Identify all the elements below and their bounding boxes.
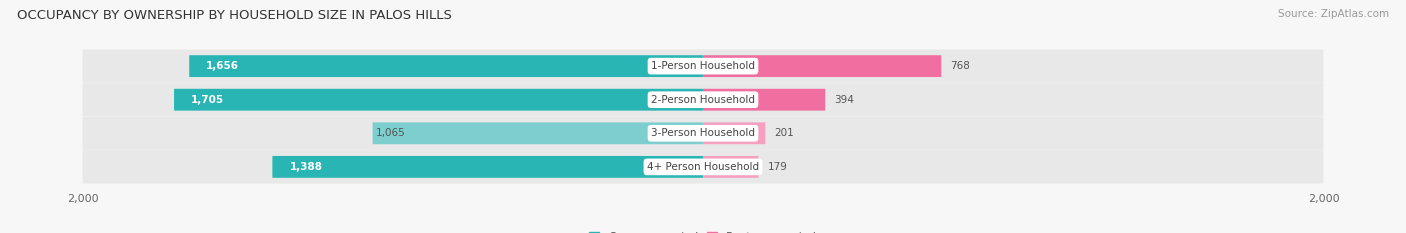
Text: 3-Person Household: 3-Person Household: [651, 128, 755, 138]
Text: OCCUPANCY BY OWNERSHIP BY HOUSEHOLD SIZE IN PALOS HILLS: OCCUPANCY BY OWNERSHIP BY HOUSEHOLD SIZE…: [17, 9, 451, 22]
FancyBboxPatch shape: [703, 122, 765, 144]
FancyBboxPatch shape: [174, 89, 703, 111]
Text: Source: ZipAtlas.com: Source: ZipAtlas.com: [1278, 9, 1389, 19]
Text: 1,705: 1,705: [191, 95, 224, 105]
FancyBboxPatch shape: [703, 89, 825, 111]
FancyBboxPatch shape: [703, 55, 941, 77]
Text: 768: 768: [950, 61, 970, 71]
Text: 2-Person Household: 2-Person Household: [651, 95, 755, 105]
Text: 394: 394: [835, 95, 855, 105]
FancyBboxPatch shape: [83, 83, 1323, 116]
FancyBboxPatch shape: [703, 156, 759, 178]
Text: 1,065: 1,065: [375, 128, 405, 138]
FancyBboxPatch shape: [83, 49, 1323, 83]
Text: 1-Person Household: 1-Person Household: [651, 61, 755, 71]
FancyBboxPatch shape: [273, 156, 703, 178]
Legend: Owner-occupied, Renter-occupied: Owner-occupied, Renter-occupied: [589, 232, 817, 233]
Text: 179: 179: [768, 162, 787, 172]
Text: 4+ Person Household: 4+ Person Household: [647, 162, 759, 172]
Text: 201: 201: [775, 128, 794, 138]
FancyBboxPatch shape: [190, 55, 703, 77]
FancyBboxPatch shape: [373, 122, 703, 144]
FancyBboxPatch shape: [83, 117, 1323, 150]
Text: 1,388: 1,388: [290, 162, 322, 172]
FancyBboxPatch shape: [83, 150, 1323, 184]
Text: 1,656: 1,656: [207, 61, 239, 71]
